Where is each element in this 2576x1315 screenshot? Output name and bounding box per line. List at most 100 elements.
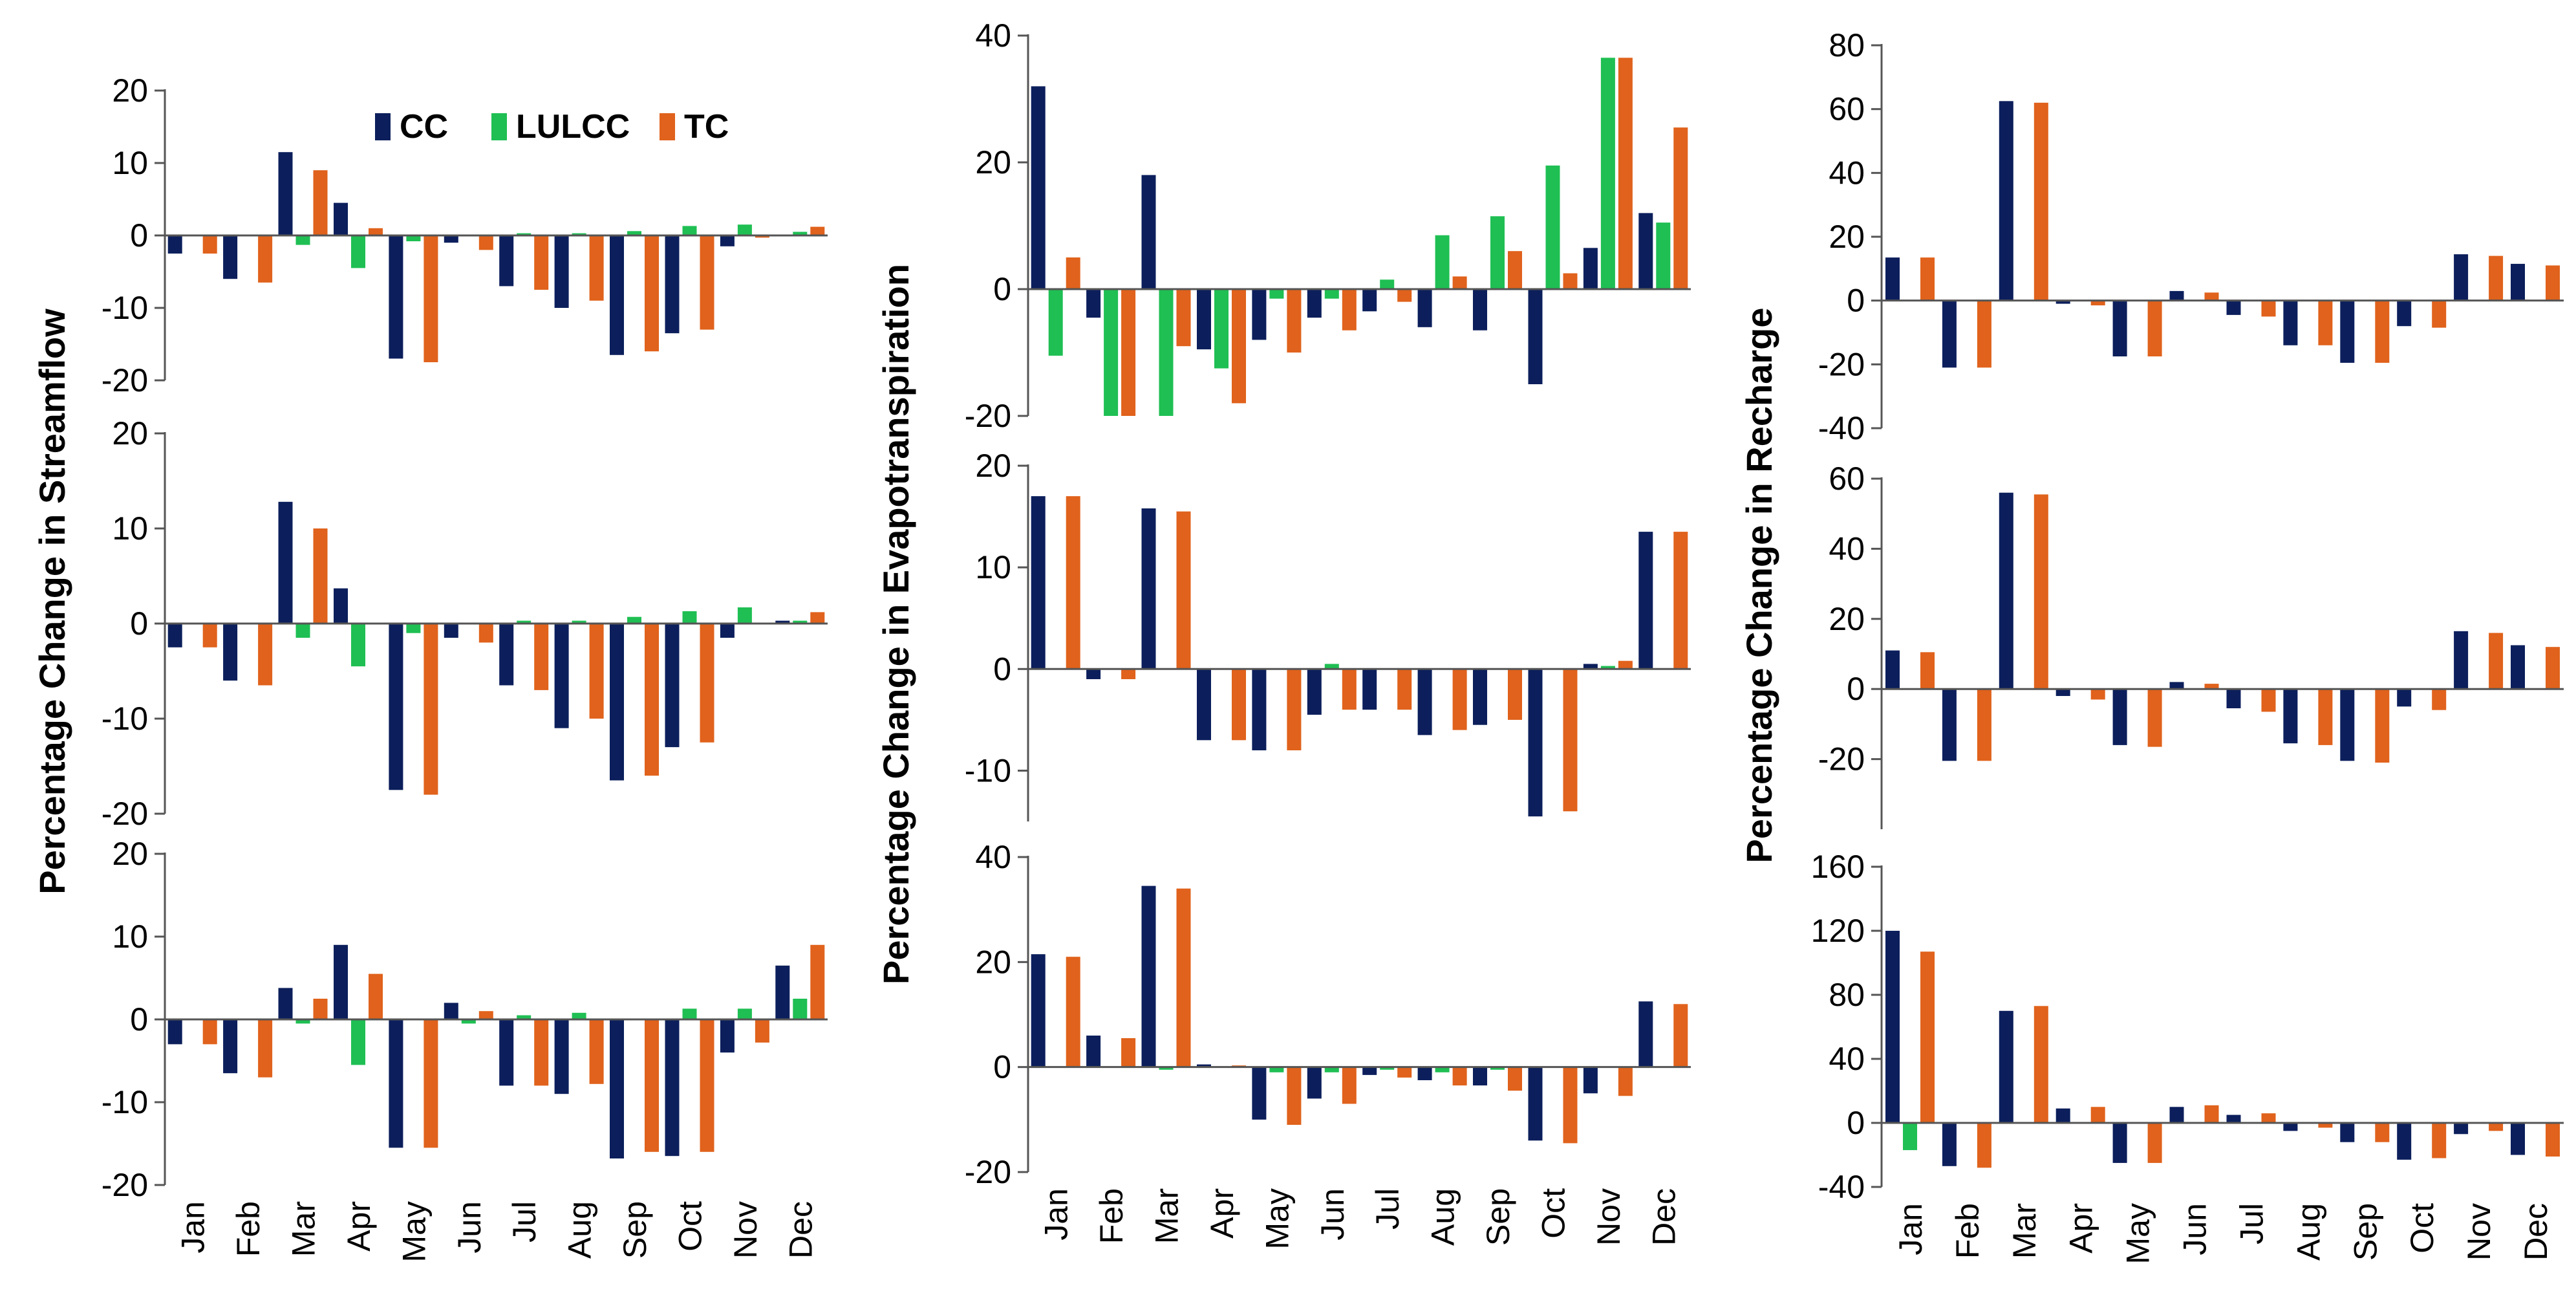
bar-tc-aug xyxy=(589,1019,604,1084)
bar-cc-feb xyxy=(1942,300,1957,368)
bar-lulcc-oct xyxy=(682,226,697,235)
bar-cc-dec xyxy=(1638,1001,1653,1067)
x-tick-label: Aug xyxy=(2290,1203,2326,1261)
bar-cc-jul xyxy=(1362,289,1377,312)
bar-tc-dec xyxy=(2546,647,2560,690)
bar-cc-jan xyxy=(1031,86,1046,289)
bar-cc-may xyxy=(1252,1067,1267,1120)
bar-tc-jan xyxy=(202,1019,217,1045)
bar-tc-apr xyxy=(369,973,383,1019)
bar-cc-may xyxy=(389,624,403,790)
bar-lulcc-sep xyxy=(627,231,641,235)
bar-tc-dec xyxy=(1673,127,1688,289)
x-tick-label: Apr xyxy=(1204,1188,1240,1239)
y-tick-label: 60 xyxy=(1829,91,1865,127)
bar-cc-dec xyxy=(2511,1123,2525,1155)
x-tick-label: Jul xyxy=(2234,1203,2270,1244)
bar-tc-sep xyxy=(645,1019,659,1152)
bar-cc-sep xyxy=(610,235,624,355)
bar-lulcc-dec xyxy=(1656,223,1671,289)
y-tick-label: 10 xyxy=(975,549,1011,585)
bar-lulcc-mar xyxy=(1159,289,1174,416)
bar-tc-jan xyxy=(1920,257,1935,301)
bar-cc-aug xyxy=(554,235,569,308)
bar-tc-may xyxy=(1287,669,1302,750)
bar-cc-mar xyxy=(1999,101,2013,301)
x-tick-label: Mar xyxy=(286,1201,322,1257)
bar-tc-mar xyxy=(1176,289,1191,347)
y-tick-label: 0 xyxy=(1847,671,1865,707)
y-tick-label: 80 xyxy=(1829,977,1865,1013)
y-tick-label: -10 xyxy=(102,1084,148,1120)
legend-label-tc: TC xyxy=(684,108,729,146)
x-tick-label: Apr xyxy=(2063,1203,2099,1254)
y-tick-label: 20 xyxy=(1829,601,1865,637)
bar-tc-nov xyxy=(2489,255,2504,301)
x-tick-label: Dec xyxy=(2518,1203,2554,1261)
bar-tc-jun xyxy=(1342,1067,1357,1104)
bar-lulcc-aug xyxy=(1435,235,1450,289)
x-tick-label: Oct xyxy=(2404,1203,2440,1254)
bar-cc-may xyxy=(1252,289,1267,340)
bar-cc-may xyxy=(2112,300,2127,356)
bar-cc-sep xyxy=(610,624,624,781)
bar-cc-oct xyxy=(1528,669,1543,817)
bar-lulcc-nov xyxy=(737,607,752,624)
bar-lulcc-nov xyxy=(1600,58,1615,290)
bar-lulcc-jun xyxy=(1324,289,1339,299)
bar-lulcc-dec xyxy=(793,232,808,235)
bar-tc-mar xyxy=(313,528,328,624)
bar-cc-jul xyxy=(1362,1067,1377,1075)
bar-cc-apr xyxy=(2055,1108,2070,1123)
bar-cc-oct xyxy=(2397,689,2412,707)
bar-tc-feb xyxy=(258,1019,273,1078)
bar-lulcc-sep xyxy=(1490,1067,1505,1070)
bar-tc-nov xyxy=(755,235,769,238)
y-tick-label: 0 xyxy=(1847,1105,1865,1141)
bar-cc-oct xyxy=(1528,289,1543,384)
bar-cc-jun xyxy=(2169,682,2184,690)
bar-lulcc-jun xyxy=(1324,664,1339,669)
bar-tc-jul xyxy=(2261,1113,2276,1123)
bar-cc-jan xyxy=(1885,650,1900,690)
y-tick-label: 0 xyxy=(130,1001,148,1038)
bar-cc-sep xyxy=(1473,289,1487,331)
bar-tc-dec xyxy=(2546,265,2560,301)
bar-cc-jul xyxy=(499,1019,514,1086)
bar-tc-jun xyxy=(2204,292,2219,301)
bar-cc-sep xyxy=(1473,1067,1487,1086)
y-tick-label: -10 xyxy=(102,701,148,737)
x-tick-label: Jun xyxy=(2177,1203,2213,1255)
bar-cc-aug xyxy=(2283,300,2298,345)
bar-cc-jan xyxy=(167,235,182,254)
bar-cc-may xyxy=(389,235,403,359)
bar-tc-jun xyxy=(478,235,493,250)
bar-tc-jun xyxy=(478,624,493,643)
chart-et1: -20 0 20 40 xyxy=(965,17,1691,434)
bar-cc-mar xyxy=(278,152,293,235)
bar-tc-jan xyxy=(1066,496,1080,669)
bar-lulcc-may xyxy=(406,624,421,633)
bar-tc-jul xyxy=(1397,669,1412,710)
bar-tc-aug xyxy=(2318,300,2333,345)
y-tick-label: -20 xyxy=(102,362,148,398)
bar-lulcc-may xyxy=(406,235,421,241)
bar-cc-aug xyxy=(1417,1067,1432,1080)
x-tick-label: Nov xyxy=(1591,1188,1627,1246)
bar-lulcc-aug xyxy=(572,620,586,624)
bar-tc-may xyxy=(1287,1067,1302,1125)
y-tick-label: 40 xyxy=(975,839,1011,875)
bar-tc-nov xyxy=(2489,1123,2504,1131)
bar-cc-nov xyxy=(1583,1067,1598,1094)
bar-tc-feb xyxy=(1977,1123,1991,1168)
bar-cc-apr xyxy=(334,944,348,1019)
bar-cc-jan xyxy=(1031,954,1046,1067)
y-tick-label: 20 xyxy=(1829,219,1865,255)
bar-cc-feb xyxy=(1086,1036,1101,1067)
bar-tc-jan xyxy=(1920,951,1935,1123)
bar-cc-may xyxy=(1252,669,1267,750)
bar-cc-jun xyxy=(2169,290,2184,301)
bar-tc-feb xyxy=(1121,669,1136,679)
x-tick-label: Aug xyxy=(1425,1188,1461,1246)
bar-cc-nov xyxy=(720,1019,735,1053)
